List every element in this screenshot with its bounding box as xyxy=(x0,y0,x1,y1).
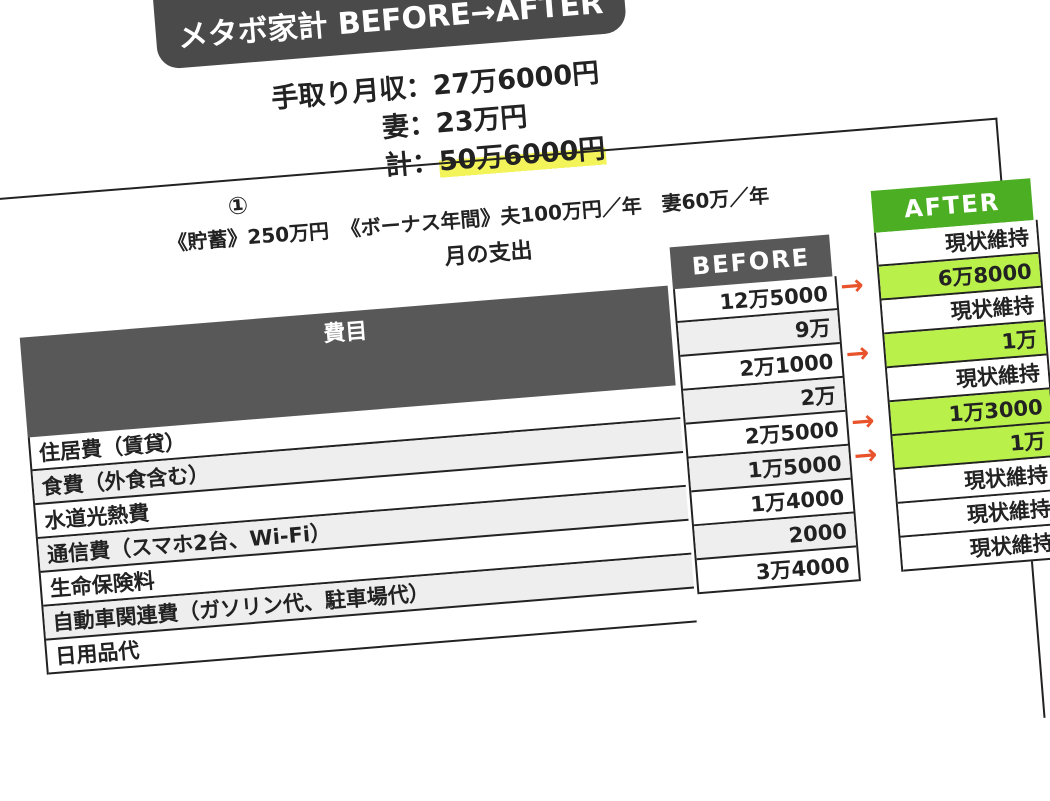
circled-number: ① xyxy=(226,191,250,221)
arrow-icon: → xyxy=(849,403,876,439)
arrow-icon: → xyxy=(838,267,865,303)
page-title: メタボ家計 BEFORE→AFTER xyxy=(176,0,605,56)
after-column: 現状維持 6万8000 現状維持 1万 現状維持 1万3000 1万 現状維持 現状維持 現状維持 xyxy=(874,219,1050,572)
before-column: 12万5000 9万 2万1000 2万 2万5000 1万5000 1万4000 2000 3… xyxy=(672,276,861,595)
arrow-icon: → xyxy=(852,437,879,473)
arrow-icon: → xyxy=(844,335,871,371)
